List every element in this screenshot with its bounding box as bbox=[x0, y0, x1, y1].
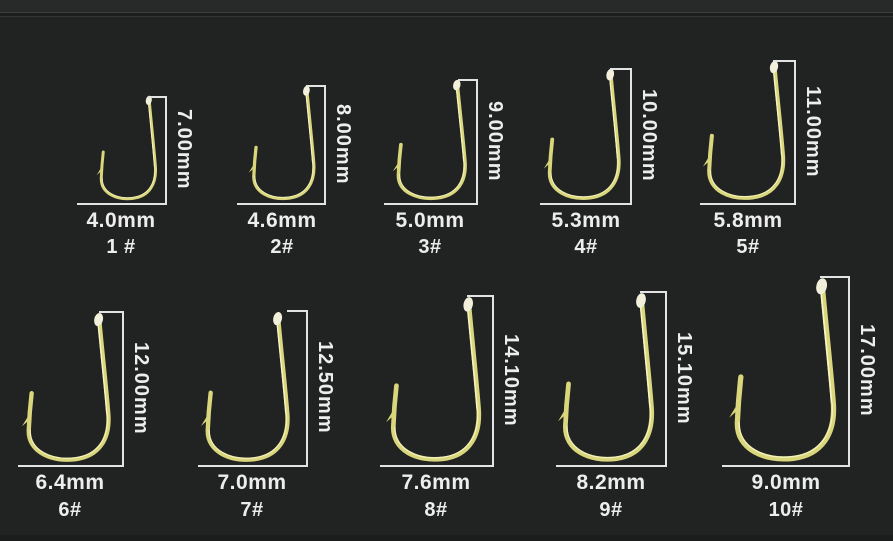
fish-hook-image bbox=[95, 93, 158, 201]
width-label: 5.8mm bbox=[713, 209, 783, 232]
width-dim-line bbox=[18, 465, 124, 467]
size-label: 5# bbox=[736, 236, 760, 258]
height-dim-line bbox=[848, 276, 850, 467]
width-label: 4.0mm bbox=[86, 209, 156, 232]
width-dim-line bbox=[77, 203, 167, 205]
width-label: 4.6mm bbox=[247, 209, 317, 232]
size-label: 3# bbox=[418, 236, 442, 258]
fish-hook-image bbox=[247, 83, 316, 201]
height-dim-top-tick bbox=[306, 85, 324, 87]
height-label: 8.00mm bbox=[332, 103, 354, 185]
fish-hook-image bbox=[541, 66, 621, 200]
width-dim-line bbox=[722, 465, 850, 467]
width-dim-line bbox=[700, 203, 796, 205]
height-dim-line bbox=[492, 295, 494, 467]
height-dim-top-tick bbox=[820, 276, 848, 278]
height-dim-line bbox=[165, 96, 167, 205]
width-label: 8.2mm bbox=[576, 471, 646, 494]
width-label: 5.0mm bbox=[395, 209, 465, 232]
size-label: 8# bbox=[424, 499, 448, 521]
height-label: 11.00mm bbox=[802, 85, 824, 178]
height-dim-top-tick bbox=[773, 60, 794, 62]
size-label: 4# bbox=[574, 236, 598, 258]
width-label: 9.0mm bbox=[751, 471, 821, 494]
fish-hook-image bbox=[385, 296, 489, 463]
height-label: 17.00mm bbox=[856, 324, 878, 417]
height-dim-top-tick bbox=[287, 310, 306, 312]
size-label: 7# bbox=[240, 499, 264, 521]
height-dim-line bbox=[476, 79, 478, 205]
size-label: 10# bbox=[768, 499, 804, 521]
height-dim-line bbox=[306, 310, 308, 467]
height-dim-line bbox=[324, 85, 326, 205]
width-dim-line bbox=[540, 203, 632, 205]
fish-hook-image bbox=[21, 312, 118, 463]
size-label: 2# bbox=[270, 236, 294, 258]
fish-hook-image bbox=[557, 292, 662, 463]
width-dim-line bbox=[198, 465, 308, 467]
height-dim-top-tick bbox=[640, 291, 665, 293]
height-label: 9.00mm bbox=[484, 100, 506, 182]
width-dim-line bbox=[237, 203, 326, 205]
height-dim-top-tick bbox=[610, 68, 630, 70]
height-label: 12.50mm bbox=[314, 341, 336, 434]
height-label: 7.00mm bbox=[173, 109, 195, 190]
size-label: 9# bbox=[599, 499, 623, 521]
height-label: 12.00mm bbox=[130, 341, 152, 435]
height-dim-top-tick bbox=[148, 96, 165, 98]
width-label: 6.4mm bbox=[35, 471, 105, 494]
top-bar-divider bbox=[0, 13, 893, 17]
height-label: 15.10mm bbox=[673, 331, 695, 425]
size-label: 6# bbox=[58, 499, 82, 521]
height-dim-top-tick bbox=[467, 295, 492, 297]
height-dim-line bbox=[665, 291, 667, 467]
height-label: 10.00mm bbox=[638, 89, 660, 182]
height-dim-line bbox=[630, 68, 632, 205]
width-label: 7.6mm bbox=[401, 471, 471, 494]
height-label: 14.10mm bbox=[500, 333, 522, 427]
fish-hook-image bbox=[200, 311, 297, 463]
height-dim-line bbox=[122, 311, 124, 467]
width-label: 7.0mm bbox=[217, 471, 287, 494]
fish-hook-image bbox=[702, 60, 792, 201]
width-dim-line bbox=[380, 465, 494, 467]
fish-hook-image bbox=[728, 277, 845, 463]
width-dim-line bbox=[556, 465, 667, 467]
fish-hook-image bbox=[390, 77, 467, 201]
height-dim-top-tick bbox=[99, 311, 122, 313]
width-label: 5.3mm bbox=[551, 209, 621, 232]
width-dim-line bbox=[384, 203, 478, 205]
height-dim-line bbox=[794, 60, 796, 205]
size-label: 1 # bbox=[106, 236, 136, 258]
height-dim-top-tick bbox=[458, 79, 476, 81]
bottom-bar bbox=[0, 535, 893, 541]
top-bar bbox=[0, 0, 893, 13]
